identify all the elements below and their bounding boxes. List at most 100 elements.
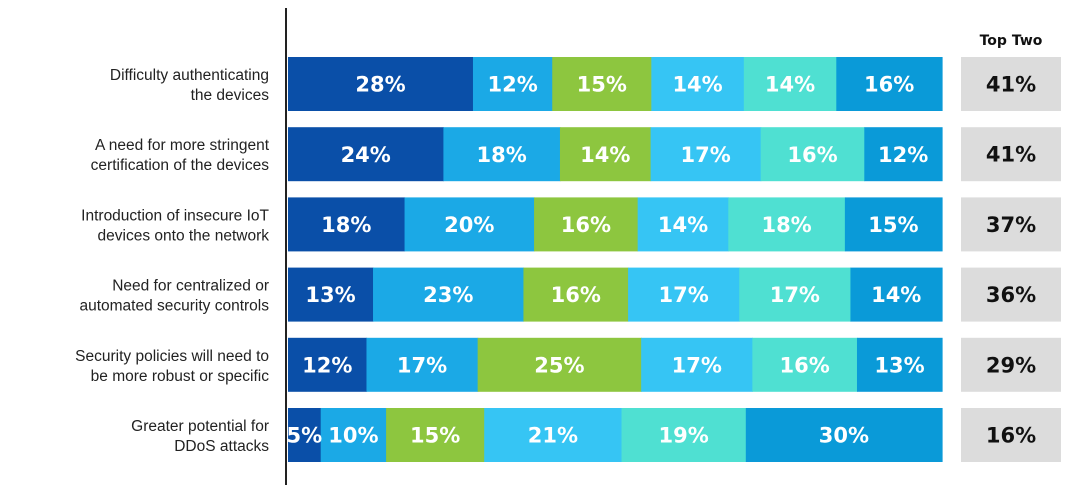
- segment-value-label: 16%: [561, 213, 611, 237]
- bar-segment: [373, 267, 525, 322]
- segment-value-label: 13%: [305, 283, 355, 307]
- bar-segment: [288, 267, 374, 322]
- bar-segment: [856, 337, 943, 392]
- top-two-value: 37%: [986, 213, 1036, 237]
- category-label-line: be more robust or specific: [91, 368, 270, 385]
- bar-segments: [288, 57, 943, 462]
- category-label: Difficulty authenticating the devices: [110, 67, 269, 104]
- category-label: A need for more stringent certification o…: [91, 137, 270, 174]
- segment-value-label: 14%: [658, 213, 708, 237]
- segment-value-label: 20%: [444, 213, 494, 237]
- segment-value-label: 17%: [659, 283, 709, 307]
- segment-value-label: 16%: [551, 283, 601, 307]
- bar-segment: [743, 57, 837, 111]
- category-label-line: automated security controls: [79, 298, 269, 315]
- top-two-box: [961, 267, 1061, 322]
- bar-segment: [484, 408, 623, 462]
- segment-value-label: 17%: [397, 353, 447, 377]
- segment-value-label: 18%: [477, 143, 527, 167]
- segment-value-label: 17%: [770, 283, 820, 307]
- category-labels: Difficulty authenticating the devices A ne…: [75, 67, 270, 455]
- segment-value-label: 14%: [871, 283, 921, 307]
- bar-segment: [288, 337, 368, 392]
- segment-value-label: 17%: [681, 143, 731, 167]
- bar-segment: [552, 57, 652, 111]
- segment-value-label: 23%: [423, 283, 473, 307]
- segment-value-label: 28%: [355, 73, 405, 97]
- category-label-line: Need for centralized or: [112, 278, 269, 295]
- category-label-line: Security policies will need to: [75, 348, 269, 365]
- bar-segment: [836, 57, 943, 111]
- segment-value-labels: 28% 12% 15% 14% 14% 16% 24% 18% 14% 17% 16% 12% 18% 2…: [287, 73, 929, 448]
- top-two-value: 29%: [986, 353, 1036, 377]
- segment-value-label: 14%: [580, 143, 630, 167]
- bar-segment: [760, 127, 865, 182]
- segment-value-label: 13%: [874, 353, 924, 377]
- segment-value-label: 15%: [577, 73, 627, 97]
- category-label: Need for centralized or automated securit…: [79, 278, 269, 315]
- segment-value-label: 5%: [287, 424, 323, 448]
- segment-value-label: 17%: [672, 353, 722, 377]
- bar-segment: [650, 127, 762, 182]
- bar-segment: [288, 127, 445, 182]
- category-label-line: devices onto the network: [98, 227, 270, 244]
- bar-segment: [641, 337, 753, 392]
- bar-segment: [288, 197, 406, 252]
- top-two-value: 16%: [986, 424, 1036, 448]
- top-two-box: [961, 57, 1061, 111]
- category-label: Security policies will need to be more ro…: [75, 348, 269, 385]
- segment-value-label: 15%: [868, 213, 918, 237]
- bar-segment: [559, 127, 652, 182]
- segment-value-label: 10%: [328, 424, 378, 448]
- segment-value-label: 18%: [321, 213, 371, 237]
- category-label-line: the devices: [191, 87, 270, 104]
- bar-segment: [621, 408, 747, 462]
- segment-value-label: 30%: [819, 424, 869, 448]
- segment-value-label: 12%: [878, 143, 928, 167]
- bar-segment: [651, 57, 745, 111]
- category-label-line: Greater potential for: [131, 418, 269, 435]
- segment-value-label: 14%: [672, 73, 722, 97]
- bar-segment: [386, 408, 485, 462]
- bar-segment: [320, 408, 387, 462]
- top-two-header: Top Two: [980, 33, 1043, 49]
- bar-segment: [523, 267, 629, 322]
- bar-segment: [844, 197, 943, 252]
- segment-value-label: 12%: [302, 353, 352, 377]
- top-two-box: [961, 197, 1061, 252]
- category-label-line: A need for more stringent: [95, 137, 270, 154]
- segment-value-label: 12%: [487, 73, 537, 97]
- bar-segment: [288, 408, 322, 462]
- bar-segment: [366, 337, 479, 392]
- category-label: Introduction of insecure IoT devices onto…: [81, 207, 269, 244]
- top-two-box: [961, 127, 1061, 182]
- category-label: Greater potential for DDoS attacks: [131, 418, 269, 455]
- bar-segment: [752, 337, 858, 392]
- segment-value-label: 16%: [864, 73, 914, 97]
- bar-segment: [864, 127, 943, 182]
- top-two-column: 41% 41% 37% 36% 29% 16%: [961, 57, 1061, 462]
- top-two-value: 41%: [986, 73, 1036, 97]
- bar-segment: [637, 197, 729, 252]
- bar-segment: [288, 57, 474, 111]
- category-label-line: Difficulty authenticating: [110, 67, 269, 84]
- segment-value-label: 15%: [410, 424, 460, 448]
- bar-segment: [739, 267, 852, 322]
- top-two-box: [961, 337, 1061, 392]
- top-two-value: 41%: [986, 143, 1036, 167]
- segment-value-label: 14%: [765, 73, 815, 97]
- bar-segment: [745, 408, 943, 462]
- segment-value-label: 16%: [787, 143, 837, 167]
- bar-segment: [850, 267, 943, 322]
- bar-segment: [404, 197, 535, 252]
- segment-value-label: 19%: [659, 424, 709, 448]
- top-two-box: [961, 408, 1061, 462]
- segment-value-label: 16%: [780, 353, 830, 377]
- bar-segment: [728, 197, 846, 252]
- category-label-line: certification of the devices: [91, 157, 270, 174]
- bar-segment: [628, 267, 740, 322]
- bar-segment: [443, 127, 561, 182]
- bar-segment: [472, 57, 553, 111]
- top-two-value: 36%: [986, 283, 1036, 307]
